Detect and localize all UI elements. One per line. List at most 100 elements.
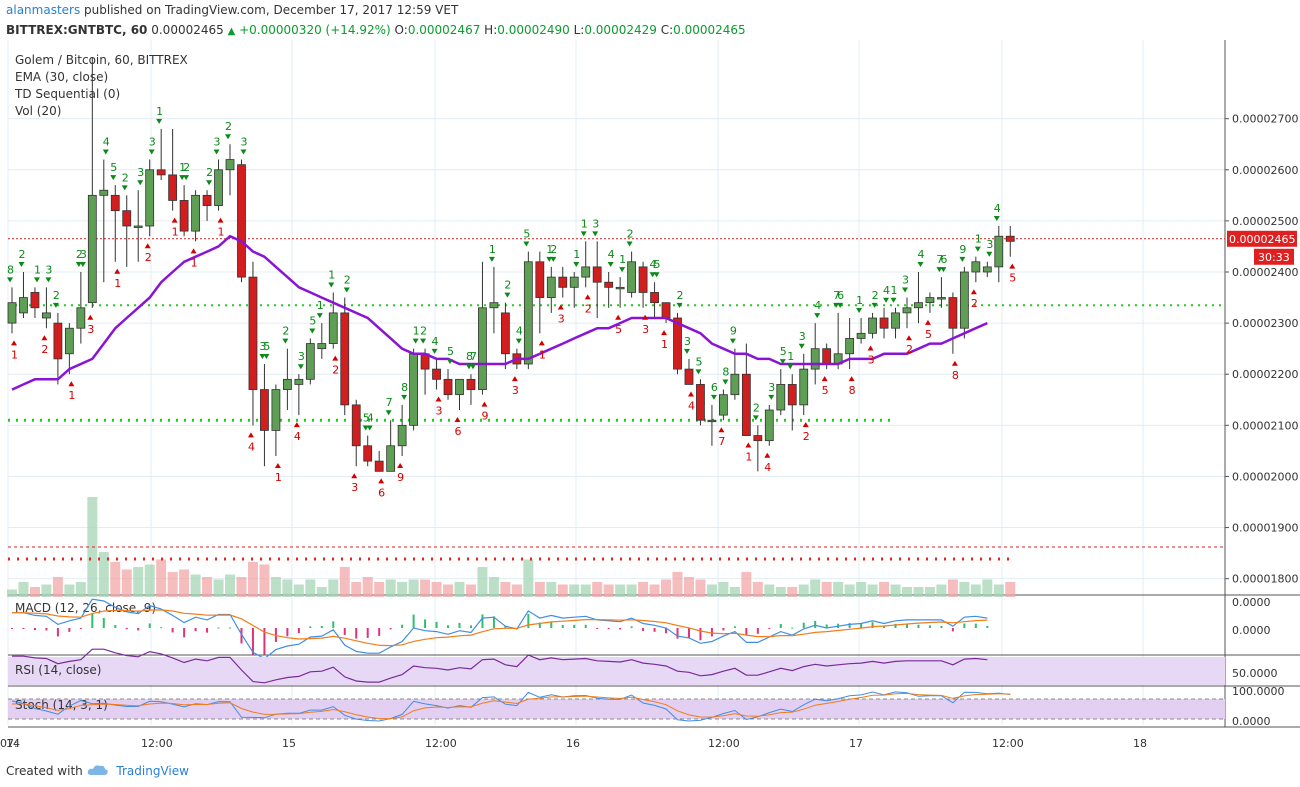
candle xyxy=(764,404,774,446)
macd-histogram-bar xyxy=(802,622,805,628)
candle-up xyxy=(282,378,292,390)
macd-histogram-bar xyxy=(251,628,254,655)
time-tick-label: 12:00 xyxy=(141,737,173,750)
candle-up xyxy=(764,409,774,442)
candle-up xyxy=(455,378,464,396)
td-sequential-label: 3 xyxy=(149,136,156,149)
candle xyxy=(191,190,200,242)
price-tick-label: 0.00002400 xyxy=(1232,266,1298,279)
grid-lines xyxy=(7,40,1225,725)
macd-histogram-bar xyxy=(584,624,587,628)
td-up-marker xyxy=(802,422,809,428)
td-down-marker xyxy=(79,262,86,267)
stoch-k-line xyxy=(11,691,1011,722)
td-sequential-label: 4 xyxy=(764,461,771,474)
macd-histogram-bar xyxy=(389,628,392,630)
volume-bar xyxy=(867,584,878,597)
td-down-marker xyxy=(362,425,369,431)
candle-up xyxy=(99,189,109,196)
volume-bar xyxy=(775,587,786,597)
candle-up xyxy=(328,312,338,344)
td-up-marker xyxy=(217,217,224,223)
td-sequential-label: 1 xyxy=(34,263,41,276)
td-down-marker xyxy=(768,394,775,400)
candle-down xyxy=(753,435,763,442)
macd-histogram-bar xyxy=(928,625,931,628)
candle-up xyxy=(719,394,728,416)
candle-down xyxy=(1005,235,1015,242)
volume-bar xyxy=(523,559,534,597)
td-up-marker xyxy=(274,463,281,468)
td-sequential-label: 1 xyxy=(317,299,324,312)
macd-histogram-bar xyxy=(527,613,530,628)
td-sequential-label: 8 xyxy=(466,350,473,363)
volume-bar xyxy=(890,584,901,597)
macd-histogram-bar xyxy=(951,628,954,632)
tradingview-link[interactable]: TradingView xyxy=(116,764,189,778)
td-up-marker xyxy=(351,473,358,479)
candle xyxy=(741,343,751,436)
candle-down xyxy=(592,266,602,283)
td-sequential-label: 4 xyxy=(432,335,439,348)
candle-down xyxy=(110,194,120,212)
volume-bar xyxy=(443,584,454,597)
candle xyxy=(42,287,51,329)
td-sequential-label: 1 xyxy=(413,325,420,338)
td-up-marker xyxy=(144,243,151,249)
volume-bar xyxy=(787,587,798,597)
volume-bar xyxy=(52,577,63,597)
td-sequential-label: 1 xyxy=(328,268,335,281)
candle-down xyxy=(500,312,510,355)
volume-bar xyxy=(225,574,236,597)
macd-histogram-bar xyxy=(297,628,300,634)
candle xyxy=(707,404,717,446)
candle xyxy=(202,190,212,221)
rsi-label: RSI (14, close) xyxy=(15,663,101,677)
volume-bar xyxy=(247,562,258,597)
candle-up xyxy=(191,194,200,232)
td-up-marker xyxy=(481,401,488,407)
td-sequential-label: 7 xyxy=(936,253,943,266)
td-sequential-label: 2 xyxy=(183,161,190,174)
author-link[interactable]: alanmasters xyxy=(6,3,81,17)
volume-bar xyxy=(1005,582,1016,597)
candle-up xyxy=(225,159,235,171)
candle xyxy=(271,384,281,456)
macd-histogram-bar xyxy=(458,622,461,628)
macd-histogram-bar xyxy=(125,628,128,630)
td-down-marker xyxy=(343,287,350,293)
candle-down xyxy=(53,322,63,360)
td-sequential-label: 1 xyxy=(275,471,282,484)
timer-badge xyxy=(1254,248,1294,265)
td-sequential-label: 2 xyxy=(206,166,213,179)
volume-bar xyxy=(718,582,729,597)
time-tick-label: 16 xyxy=(566,737,580,750)
candle xyxy=(684,358,694,385)
td-up-marker xyxy=(87,314,94,320)
candle-up xyxy=(891,312,900,329)
volume-bar xyxy=(569,584,580,597)
candle-down xyxy=(650,292,659,304)
td-down-marker xyxy=(523,241,530,247)
macd-histogram-bar xyxy=(768,628,771,629)
td-down-marker xyxy=(573,262,580,267)
candle-up xyxy=(581,266,591,278)
macd-histogram-bar xyxy=(791,627,794,629)
macd-histogram-bar xyxy=(424,619,427,628)
rsi-line xyxy=(12,648,988,684)
candle xyxy=(845,318,855,370)
volume-bar xyxy=(833,582,844,597)
candle xyxy=(340,297,350,416)
candle-down xyxy=(466,378,476,390)
symbol-header: BITTREX:GNTBTC, 60 0.00002465 ▲ +0.00000… xyxy=(0,20,1300,40)
candle xyxy=(317,323,327,359)
candle xyxy=(959,266,969,339)
candle-up xyxy=(799,368,809,406)
time-tick-label: 07: xyxy=(0,737,18,750)
candle xyxy=(833,312,843,370)
candle xyxy=(546,266,556,313)
macd-histogram-bar xyxy=(469,625,472,628)
candle xyxy=(615,277,625,308)
td-down-marker xyxy=(465,364,472,370)
